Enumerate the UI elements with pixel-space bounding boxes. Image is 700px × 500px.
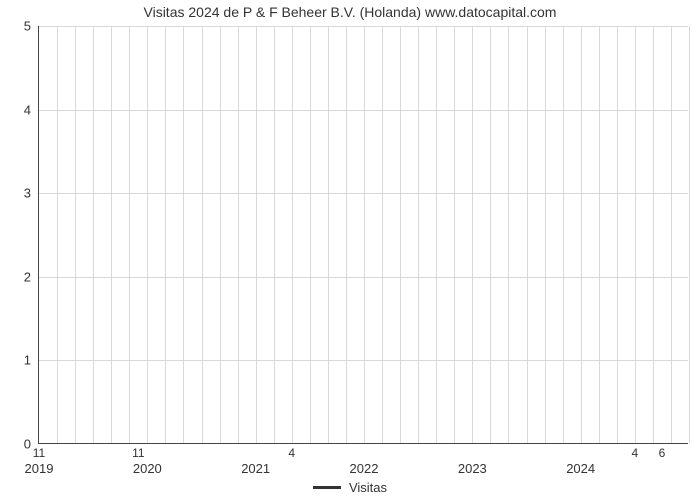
gridline-vertical (671, 26, 672, 443)
series-data-label: 4 (631, 446, 638, 460)
gridline-vertical (310, 26, 311, 443)
gridline-vertical (111, 26, 112, 443)
gridline-vertical (57, 26, 58, 443)
gridline-vertical (418, 26, 419, 443)
gridline-vertical (328, 26, 329, 443)
gridline-vertical (346, 26, 347, 443)
x-tick-label: 2019 (25, 461, 54, 476)
gridline-vertical (364, 26, 365, 443)
gridline-vertical (400, 26, 401, 443)
x-tick-label: 2024 (566, 461, 595, 476)
y-tick-label: 0 (24, 437, 31, 452)
chart-container: Visitas 2024 de P & F Beheer B.V. (Holan… (0, 0, 700, 500)
y-tick-label: 3 (24, 186, 31, 201)
gridline-vertical (93, 26, 94, 443)
gridline-vertical (238, 26, 239, 443)
gridline-vertical (454, 26, 455, 443)
gridline-vertical (292, 26, 293, 443)
series-data-label: 6 (659, 446, 666, 460)
gridline-vertical (75, 26, 76, 443)
gridline-vertical (274, 26, 275, 443)
y-tick-label: 5 (24, 19, 31, 34)
gridline-vertical (563, 26, 564, 443)
gridline-vertical (129, 26, 130, 443)
series-data-label: 4 (288, 446, 295, 460)
x-tick-label: 2020 (133, 461, 162, 476)
gridline-vertical (545, 26, 546, 443)
gridline-vertical (689, 26, 690, 443)
gridline-vertical (508, 26, 509, 443)
gridline-vertical (581, 26, 582, 443)
x-tick-label: 2021 (241, 461, 270, 476)
legend-label: Visitas (349, 480, 387, 495)
legend: Visitas (313, 480, 387, 495)
gridline-vertical (165, 26, 166, 443)
gridline-vertical (490, 26, 491, 443)
gridline-vertical (653, 26, 654, 443)
gridline-vertical (472, 26, 473, 443)
plot-area: 0123452019202020212022202320241111446 (38, 26, 688, 444)
gridline-vertical (635, 26, 636, 443)
gridline-vertical (617, 26, 618, 443)
x-tick-label: 2022 (350, 461, 379, 476)
x-tick-label: 2023 (458, 461, 487, 476)
y-tick-label: 2 (24, 269, 31, 284)
gridline-vertical (256, 26, 257, 443)
gridline-vertical (202, 26, 203, 443)
y-tick-label: 1 (24, 353, 31, 368)
gridline-vertical (599, 26, 600, 443)
series-data-label: 11 (132, 446, 144, 460)
gridline-vertical (147, 26, 148, 443)
gridline-vertical (382, 26, 383, 443)
gridline-vertical (183, 26, 184, 443)
gridline-vertical (436, 26, 437, 443)
series-data-label: 11 (33, 446, 45, 460)
chart-title: Visitas 2024 de P & F Beheer B.V. (Holan… (0, 4, 700, 20)
gridline-vertical (220, 26, 221, 443)
y-tick-label: 4 (24, 102, 31, 117)
gridline-vertical (527, 26, 528, 443)
legend-swatch (313, 486, 341, 489)
